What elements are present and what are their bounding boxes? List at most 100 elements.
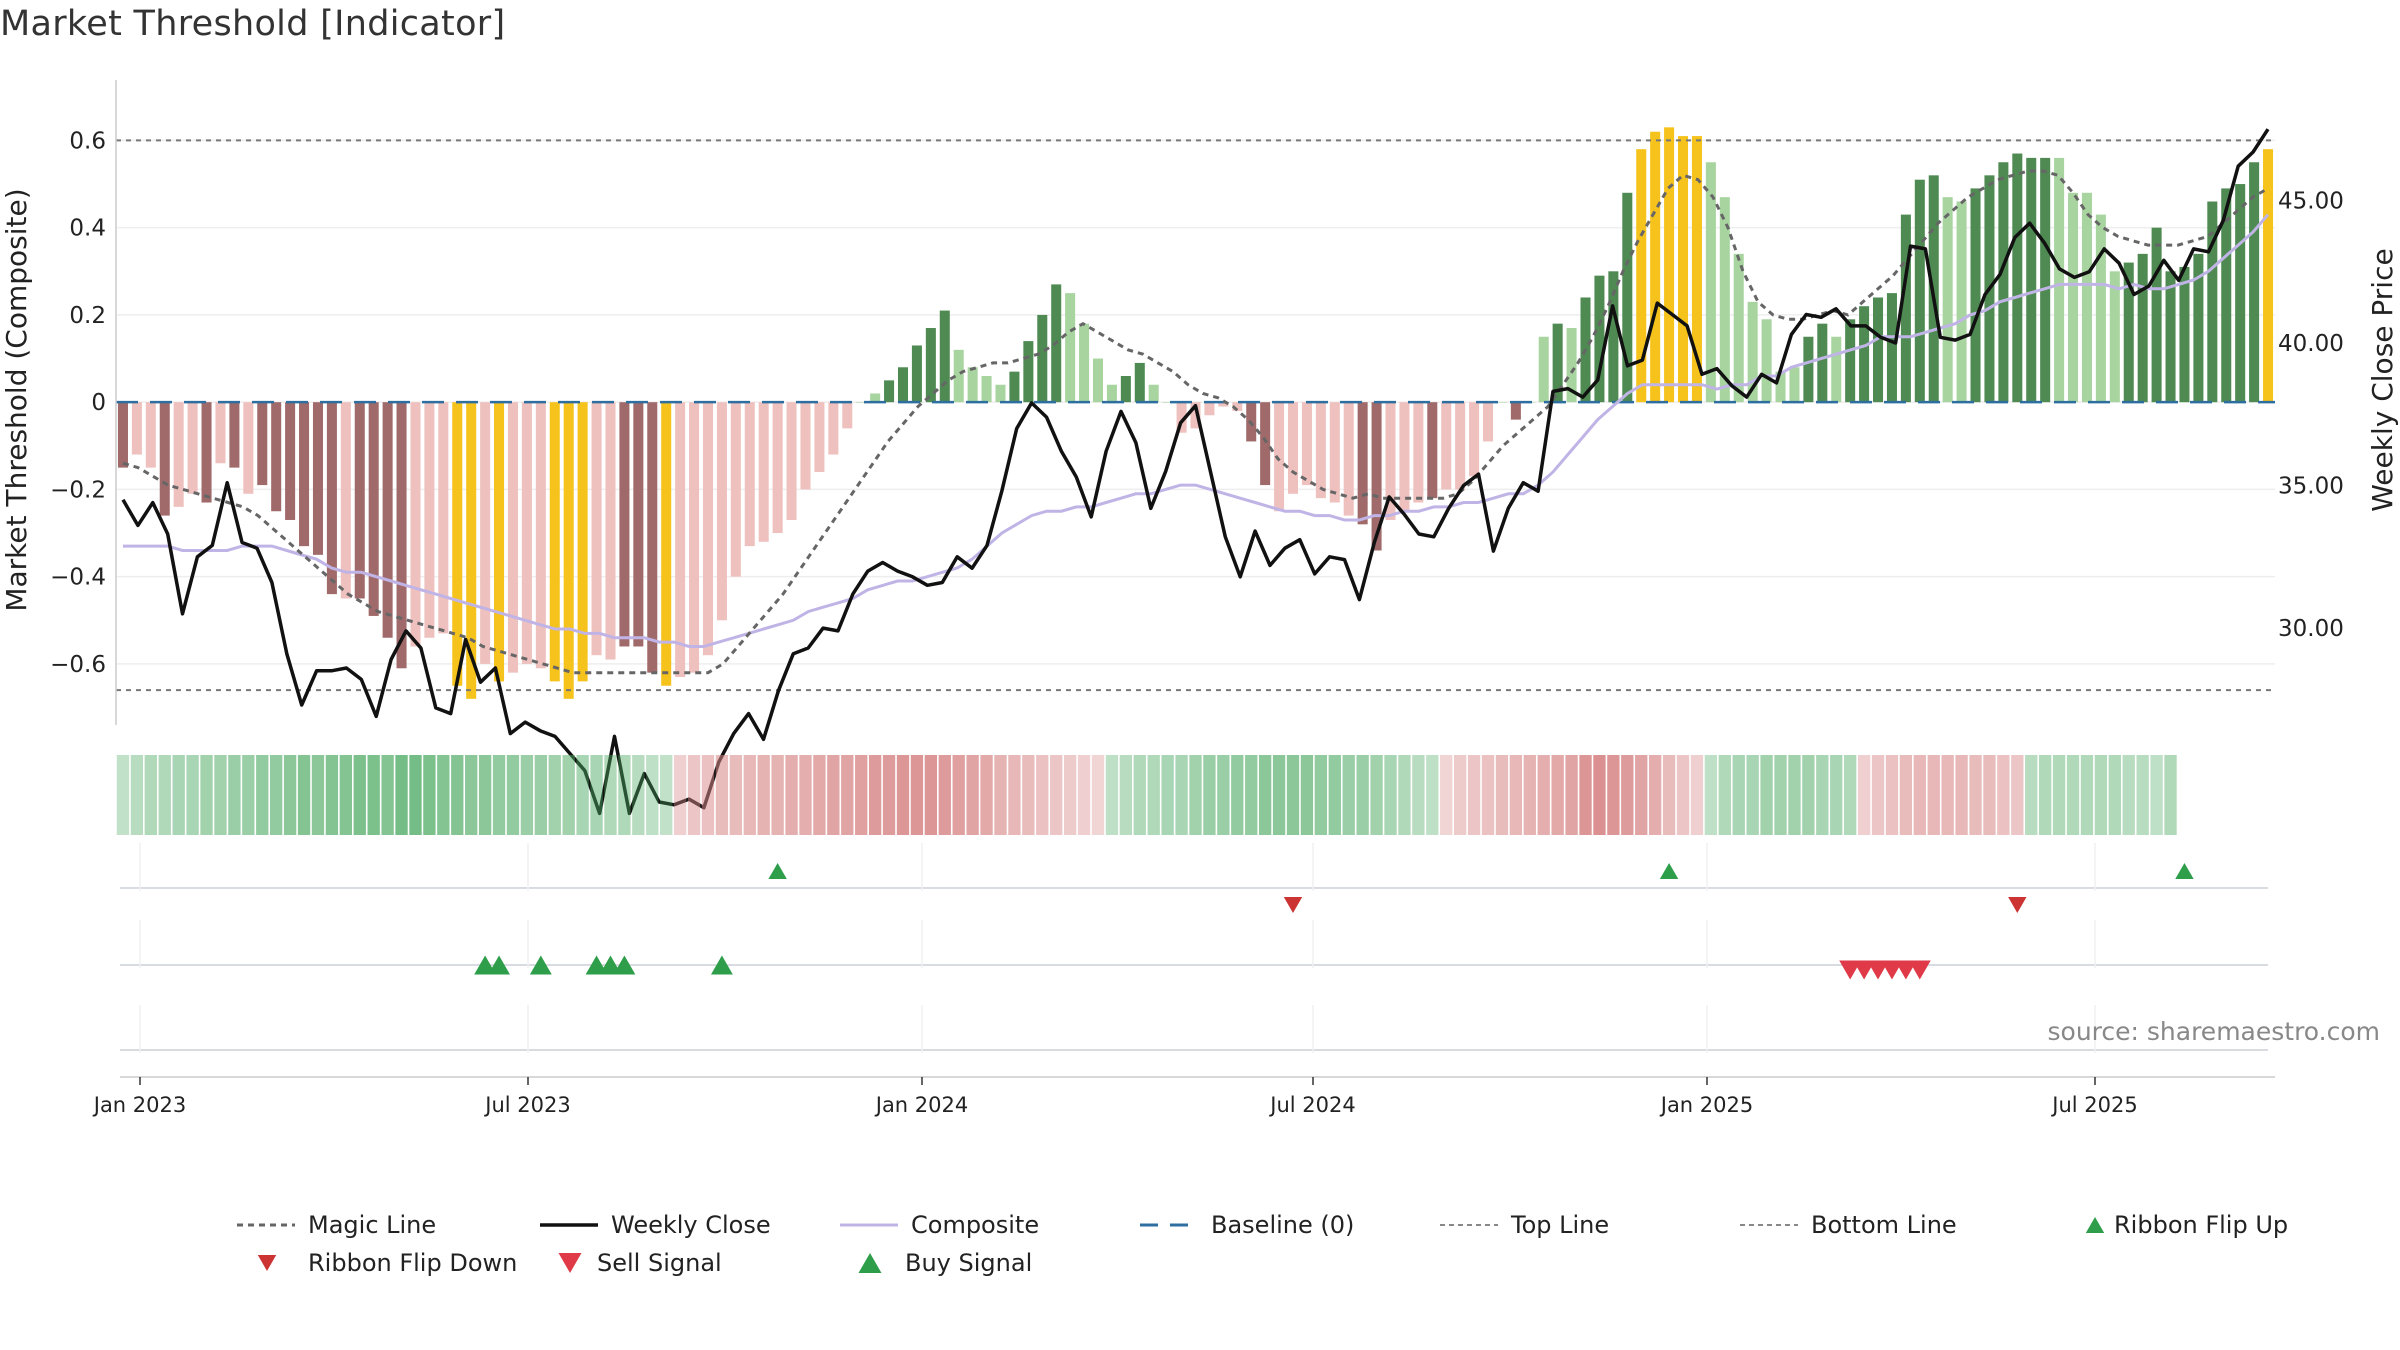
ribbon-cell — [1105, 755, 1119, 835]
ribbon-cell — [952, 755, 965, 835]
y-axis-title: Market Threshold (Composite) — [0, 188, 33, 611]
y2-tick-label: 40.00 — [2278, 331, 2344, 357]
composite-bar — [730, 402, 741, 577]
ribbon-cell — [200, 755, 213, 835]
chart-title: Market Threshold [Indicator] — [0, 4, 506, 44]
ribbon-cell — [1286, 755, 1300, 835]
ribbon-cell — [1008, 755, 1021, 835]
buy-signal-marker — [710, 955, 733, 975]
composite-bar — [1886, 293, 1897, 403]
composite-bar — [939, 310, 950, 403]
composite-bar — [884, 380, 895, 403]
buy-signal-marker — [529, 955, 552, 975]
ribbon-cell — [1648, 755, 1662, 835]
composite-bar — [1845, 319, 1856, 403]
ribbon-cell — [381, 755, 394, 835]
ribbon-cell — [1774, 755, 1787, 835]
x-tick-label: Jul 2025 — [2050, 1093, 2137, 1117]
composite-bar — [1455, 402, 1466, 490]
ribbon-cell — [1871, 755, 1885, 835]
composite-bar — [1092, 358, 1104, 403]
ribbon-cell — [1551, 755, 1564, 835]
legend-swatch-sell — [558, 1253, 582, 1273]
composite-bar — [243, 402, 254, 494]
composite-bar — [2054, 157, 2065, 403]
y2-tick-label: 35.00 — [2278, 474, 2344, 500]
composite-bar — [257, 402, 268, 486]
ribbon-cell — [1899, 755, 1913, 835]
ribbon-cell — [1077, 755, 1091, 835]
composite-bar — [1859, 306, 1870, 403]
composite-bar — [1594, 275, 1605, 403]
ribbon-cell — [841, 755, 854, 835]
ribbon-cell — [1412, 755, 1425, 835]
composite-bar — [507, 402, 518, 673]
composite-bar — [702, 402, 713, 656]
composite-bar — [1998, 162, 2009, 403]
ribbon-cell — [924, 755, 938, 835]
ribbon-cell — [673, 755, 687, 835]
composite-bar — [1608, 271, 1619, 403]
composite-bar — [1914, 179, 1925, 403]
sell-signal-marker — [1839, 960, 1862, 980]
composite-bar — [1942, 197, 1953, 403]
composite-bar — [1678, 136, 1689, 403]
composite-bar — [1343, 402, 1354, 516]
ribbon-cell — [1453, 755, 1467, 835]
ribbon-cell — [1746, 755, 1759, 835]
composite-bar — [1232, 402, 1243, 411]
ribbon-cell — [339, 755, 352, 835]
ribbon-cell — [423, 755, 436, 835]
composite-bar — [2040, 157, 2051, 403]
ribbon-cell — [743, 755, 756, 835]
ribbon-cell — [325, 755, 339, 835]
composite-bar — [1065, 293, 1076, 403]
sell-signal-marker — [1894, 960, 1917, 980]
ribbon-cell — [534, 755, 547, 835]
ribbon-cell — [1523, 755, 1536, 835]
composite-bar — [1970, 188, 1981, 403]
composite-bar — [1079, 323, 1090, 403]
ribbon-cell — [1537, 755, 1550, 835]
ribbon-cell — [966, 755, 979, 835]
composite-bar — [159, 402, 170, 516]
ribbon-cell — [896, 755, 910, 835]
legend-label: Weekly Close — [611, 1211, 771, 1239]
composite-bar — [299, 402, 310, 547]
composite-bar — [1441, 402, 1452, 490]
ribbon-cell — [465, 755, 478, 835]
composite-bar — [480, 402, 491, 664]
composite-bar — [842, 402, 853, 429]
legend-label: Buy Signal — [905, 1249, 1032, 1277]
ribbon-cell — [1384, 755, 1397, 835]
composite-bar — [2109, 271, 2120, 403]
ribbon-cell — [1370, 755, 1383, 835]
ribbon-cell — [1579, 755, 1592, 835]
ribbon-cell — [1161, 755, 1174, 835]
legend: Magic Line Weekly Close Composite Baseline … — [237, 1211, 2288, 1277]
ribbon-cell — [520, 755, 534, 835]
ribbon-cell — [130, 755, 144, 835]
ribbon-cell — [1245, 755, 1258, 835]
composite-bar — [271, 402, 282, 512]
ribbon-cell — [868, 755, 882, 835]
composite-bar — [2123, 262, 2134, 403]
composite-bar — [1315, 402, 1326, 499]
ribbon-cell — [1732, 755, 1745, 835]
legend-swatch-buy — [858, 1253, 882, 1273]
legend-label: Top Line — [1510, 1211, 1609, 1239]
ribbon-cell — [1440, 755, 1453, 835]
y2-tick-label: 30.00 — [2278, 616, 2344, 642]
ribbon-cell — [297, 755, 311, 835]
ribbon-cell — [186, 755, 199, 835]
composite-bar — [2179, 266, 2190, 403]
composite-bar — [340, 402, 351, 599]
ribbon-cell — [1718, 755, 1731, 835]
composite-bar — [1385, 402, 1396, 520]
ribbon-cell — [172, 755, 185, 835]
composite-bar — [1747, 301, 1758, 403]
ribbon-cell — [437, 755, 450, 835]
ribbon-cell — [1481, 755, 1495, 835]
ribbon-cell — [1189, 755, 1202, 835]
